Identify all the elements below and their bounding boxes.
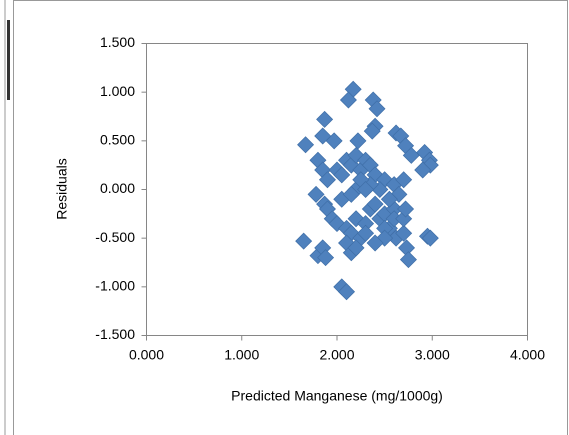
y-tick-label: -0.500: [95, 229, 135, 245]
scatter-point: [368, 100, 386, 118]
scatter-point: [421, 229, 439, 247]
scatter-point: [399, 251, 417, 269]
scatter-point: [395, 171, 413, 189]
x-tick-label: 1.000: [224, 347, 259, 363]
scatter-point: [363, 122, 381, 140]
scatter-point: [342, 185, 360, 203]
y-tick-label: 1.500: [100, 34, 135, 50]
scatter-point: [333, 166, 351, 184]
scatter-point: [357, 224, 375, 242]
scatter-point: [318, 171, 336, 189]
scatter-point: [397, 200, 415, 218]
scatter-point: [347, 239, 365, 257]
scatter-point: [295, 232, 313, 250]
x-tick-label: 0.000: [129, 347, 164, 363]
scatter-point: [414, 161, 432, 179]
scatter-point: [366, 234, 384, 252]
scatter-point: [307, 185, 325, 203]
y-tick-label: 0.500: [100, 132, 135, 148]
scatter-point: [366, 195, 384, 213]
scatter-point: [328, 215, 346, 233]
scroll-handle: [7, 20, 10, 100]
scatter-point: [297, 136, 315, 154]
x-tick-label: 4.000: [510, 347, 545, 363]
y-axis-title: Residuals: [54, 158, 70, 219]
scatter-point: [325, 132, 343, 150]
scatter-point: [317, 249, 335, 267]
scatter-point: [338, 283, 356, 301]
y-tick-label: 1.000: [100, 83, 135, 99]
scatter-point: [421, 156, 439, 174]
y-tick-label: -1.000: [95, 278, 135, 294]
scatter-point: [357, 181, 375, 198]
scatter-point: [349, 132, 367, 150]
y-tick-label: 0.000: [100, 180, 135, 196]
y-tick-label: -1.500: [95, 326, 135, 342]
scatter-point: [376, 229, 394, 247]
scatter-point: [316, 110, 334, 128]
x-axis-title: Predicted Manganese (mg/1000g): [231, 388, 443, 404]
scatter-point: [395, 224, 413, 242]
scatter-point: [339, 91, 357, 109]
x-tick-label: 3.000: [415, 347, 450, 363]
x-tick-label: 2.000: [319, 347, 354, 363]
scatter-point: [380, 190, 398, 208]
